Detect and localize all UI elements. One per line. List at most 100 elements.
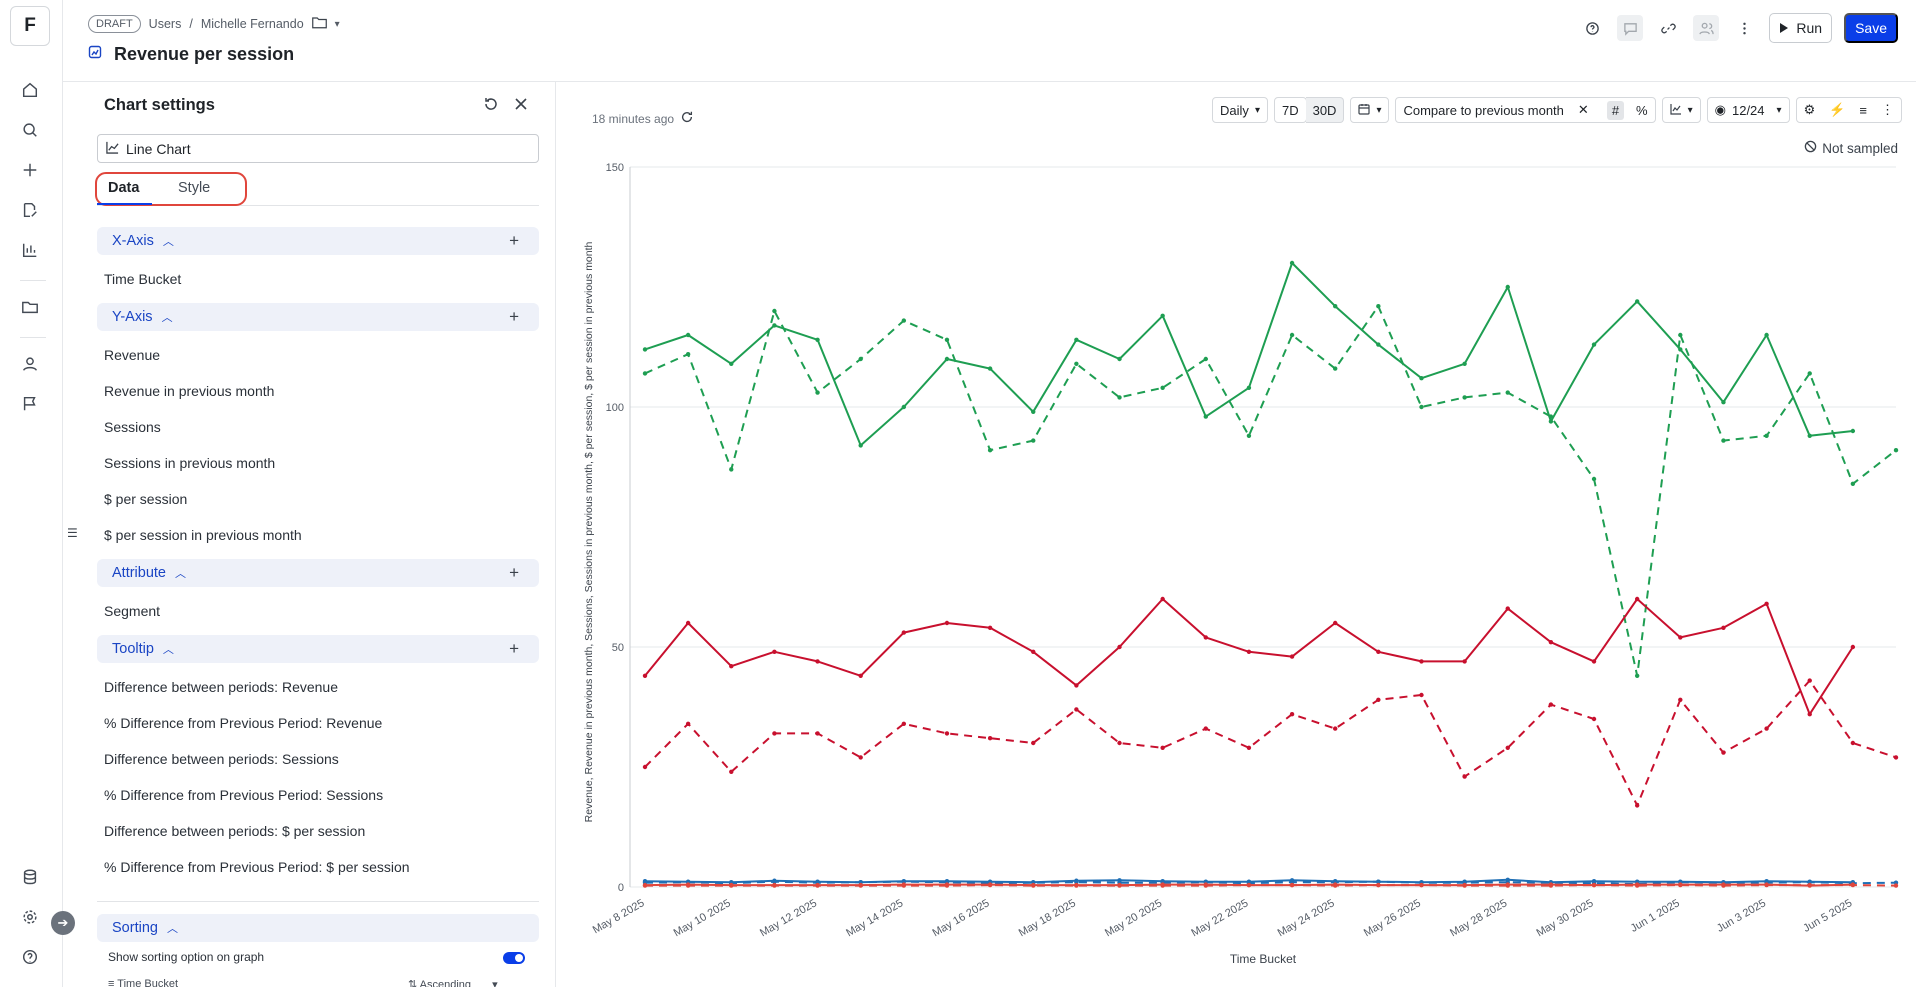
data-point — [1031, 438, 1036, 443]
folder-icon[interactable] — [311, 16, 327, 32]
data-point — [1289, 882, 1295, 888]
range-7d-button[interactable]: 7D — [1273, 97, 1307, 123]
chart-type-toggle[interactable]: ▾ — [1661, 97, 1701, 123]
data-point — [987, 736, 993, 741]
tooltip-item[interactable]: Difference between periods: $ per sessio… — [104, 823, 366, 839]
date-range-picker[interactable]: ▾ — [1350, 97, 1390, 123]
percent-icon[interactable]: % — [1636, 102, 1648, 118]
section-x-axis[interactable]: X-Axis ︿ + — [97, 227, 539, 255]
filter-icon[interactable]: ≡ — [1859, 102, 1867, 118]
data-point — [1505, 883, 1510, 888]
more-vertical-icon[interactable]: ⋮ — [1881, 102, 1894, 117]
data-point — [1203, 726, 1208, 731]
section-divider — [97, 901, 539, 902]
run-button[interactable]: Run — [1769, 13, 1833, 43]
chevron-up-icon: ︿ — [166, 923, 178, 935]
gear-icon[interactable] — [19, 906, 41, 928]
show-sorting-toggle[interactable] — [503, 952, 525, 964]
data-point — [1160, 313, 1165, 318]
sort-field[interactable]: ≡ Time Bucket — [108, 978, 178, 987]
tooltip-item[interactable]: Difference between periods: Revenue — [104, 679, 339, 695]
list-icon[interactable]: ☰ — [67, 526, 78, 540]
lightning-icon[interactable]: ⚡ — [1829, 102, 1846, 117]
tooltip-item[interactable]: Difference between periods: Sessions — [104, 751, 339, 767]
save-button[interactable]: Save — [1844, 13, 1898, 43]
help-icon[interactable] — [1579, 15, 1605, 41]
chart-options-button[interactable]: ⚙ ⚡ ≡ ⋮ — [1795, 97, 1902, 123]
hash-icon[interactable]: # — [1606, 100, 1625, 120]
granularity-select[interactable]: Daily ▾ — [1212, 97, 1268, 123]
data-point — [901, 404, 907, 410]
tooltip-item[interactable]: % Difference from Previous Period: $ per… — [104, 859, 410, 875]
data-point — [1074, 337, 1079, 342]
edit-doc-icon[interactable] — [19, 199, 41, 221]
data-point — [1807, 678, 1812, 683]
database-icon[interactable] — [19, 866, 41, 888]
attribute-item-segment[interactable]: Segment — [104, 603, 161, 619]
data-point — [729, 361, 734, 366]
data-point — [1893, 755, 1899, 760]
y-axis-item-sessions-prev[interactable]: Sessions in previous month — [104, 455, 276, 471]
help-icon[interactable] — [19, 946, 41, 968]
add-attribute-icon[interactable]: + — [509, 563, 519, 582]
data-point — [1203, 635, 1208, 640]
reset-icon[interactable] — [483, 96, 499, 117]
y-axis-item-per-session[interactable]: $ per session — [104, 491, 188, 507]
tab-style[interactable]: Style — [178, 180, 211, 196]
y-axis-item-sessions[interactable]: Sessions — [104, 419, 161, 435]
data-point — [1376, 882, 1381, 888]
home-icon[interactable] — [19, 79, 41, 101]
visible-series-select[interactable]: ◉ 12/24 ▾ — [1706, 97, 1790, 123]
app-logo[interactable]: F — [10, 6, 50, 46]
plus-icon[interactable] — [19, 159, 41, 181]
x-axis-item-time-bucket[interactable]: Time Bucket — [104, 271, 182, 287]
section-tooltip[interactable]: Tooltip ︿ + — [97, 635, 539, 663]
close-icon[interactable] — [513, 96, 529, 117]
chart-type-select[interactable]: Line Chart — [97, 134, 539, 163]
more-vertical-icon[interactable] — [1731, 15, 1757, 41]
collapse-rail-icon[interactable]: ➔ — [51, 911, 75, 935]
folder-icon[interactable] — [19, 296, 41, 318]
add-x-axis-icon[interactable]: + — [509, 231, 519, 250]
visible-series-value: 12/24 — [1731, 102, 1765, 118]
chart-icon[interactable] — [19, 239, 41, 261]
data-point — [1419, 882, 1424, 888]
add-y-axis-icon[interactable]: + — [509, 307, 519, 326]
link-icon[interactable] — [1655, 15, 1681, 41]
search-icon[interactable] — [19, 119, 41, 141]
section-sorting[interactable]: Sorting ︿ — [97, 914, 539, 942]
data-point — [815, 659, 820, 664]
breadcrumb-owner[interactable]: Michelle Fernando — [200, 17, 304, 31]
data-point — [1807, 882, 1812, 888]
flag-icon[interactable] — [19, 393, 41, 415]
share-users-icon[interactable] — [1693, 15, 1720, 41]
data-point — [685, 620, 691, 626]
y-axis-item-revenue-prev[interactable]: Revenue in previous month — [104, 383, 275, 399]
chevron-down-icon[interactable]: ▾ — [334, 18, 340, 30]
x-tick-label: May 28 2025 — [1448, 897, 1509, 939]
line-chart[interactable]: 0 50 100 150 May 8 2025 May 10 2025 May 12 202… — [556, 82, 1916, 987]
tab-data[interactable]: Data — [108, 180, 140, 196]
clear-compare-icon[interactable]: ✕ — [1577, 102, 1589, 117]
data-point — [1289, 332, 1295, 338]
comment-icon[interactable] — [1617, 15, 1644, 41]
y-axis-item-per-session-prev[interactable]: $ per session in previous month — [104, 527, 302, 543]
data-point — [1591, 716, 1597, 722]
section-y-axis[interactable]: Y-Axis ︿ + — [97, 303, 539, 331]
x-tick-label: May 18 2025 — [1017, 897, 1078, 939]
user-icon[interactable] — [19, 353, 41, 375]
compare-select[interactable]: Compare to previous month ✕ #% — [1395, 97, 1656, 123]
tooltip-item[interactable]: % Difference from Previous Period: Sessi… — [104, 787, 384, 803]
section-attribute[interactable]: Attribute ︿ + — [97, 559, 539, 587]
sort-order-select[interactable]: ⇅ Ascending ▾ — [408, 978, 498, 987]
data-point — [1548, 419, 1554, 424]
breadcrumb-users[interactable]: Users — [148, 17, 182, 31]
add-tooltip-icon[interactable]: + — [509, 639, 519, 658]
sampling-status: Not sampled — [1804, 140, 1898, 156]
range-30d-button[interactable]: 30D — [1305, 97, 1345, 123]
data-point — [1634, 883, 1640, 888]
y-axis-item-revenue[interactable]: Revenue — [104, 347, 161, 363]
page-title[interactable]: Revenue per session — [114, 44, 295, 64]
refresh-icon[interactable] — [680, 110, 694, 127]
tooltip-item[interactable]: % Difference from Previous Period: Reven… — [104, 715, 383, 731]
